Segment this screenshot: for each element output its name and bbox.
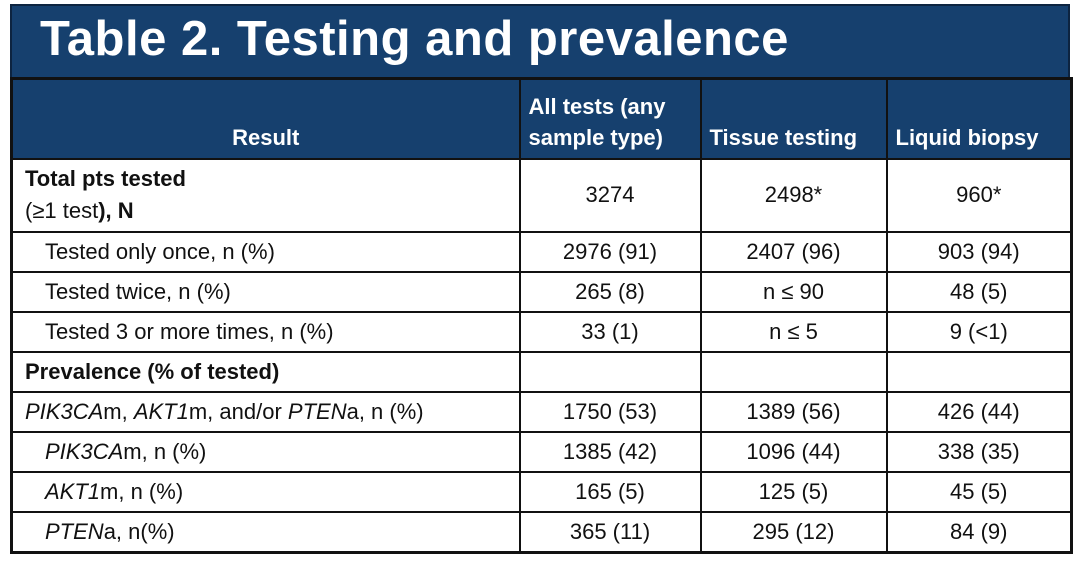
- row-label: AKT1m, n (%): [10, 470, 521, 513]
- cell-value: 1750 (53): [518, 390, 702, 433]
- row-label-segment: AKT1: [45, 478, 101, 504]
- row-label-segment: m, n (%): [100, 478, 184, 504]
- row-label-segment: Total pts tested: [25, 166, 186, 191]
- row-label-segment: a, n (%): [346, 398, 424, 424]
- cell-value: 365 (11): [518, 510, 702, 553]
- row-label-segment: m,: [103, 398, 134, 424]
- row-label: Tested only once, n (%): [10, 230, 521, 273]
- table-row: AKT1m, n (%) 165 (5) 125 (5) 45 (5): [10, 470, 1073, 513]
- cell-value: [518, 350, 702, 393]
- table-row: PIK3CAm, n (%) 1385 (42) 1096 (44) 338 (35): [10, 430, 1073, 473]
- cell-value: n ≤ 5: [699, 310, 888, 353]
- cell-value: 903 (94): [885, 230, 1073, 273]
- cell-value: 125 (5): [699, 470, 888, 513]
- cell-value: 265 (8): [518, 270, 702, 313]
- row-label-segment: Tested 3 or more times, n (%): [45, 318, 334, 344]
- cell-value: 45 (5): [885, 470, 1073, 513]
- row-label-segment: m, n (%): [123, 438, 207, 464]
- row-label-segment: PTEN: [45, 518, 104, 544]
- row-label: Prevalence (% of tested): [10, 350, 521, 393]
- row-label-segment: a, n(%): [103, 518, 175, 544]
- row-label-segment: Tested only once, n (%): [45, 238, 275, 264]
- cell-value: 2498*: [699, 157, 888, 233]
- cell-value: 3274: [518, 157, 702, 233]
- row-label: Tested twice, n (%): [10, 270, 521, 313]
- column-header-tissue-testing: Tissue testing: [699, 77, 888, 160]
- cell-value: 1385 (42): [518, 430, 702, 473]
- cell-value: 426 (44): [885, 390, 1073, 433]
- cell-value: 165 (5): [518, 470, 702, 513]
- cell-value: 1389 (56): [699, 390, 888, 433]
- cell-value: 84 (9): [885, 510, 1073, 553]
- row-label-segment: m, and/or: [188, 398, 288, 424]
- table-title-bar: Table 2. Testing and prevalence: [10, 4, 1070, 77]
- row-label-segment: PIK3CA: [25, 398, 104, 424]
- column-header-all-tests: All tests (any sample type): [518, 77, 702, 160]
- table-2-panel: Table 2. Testing and prevalence Result A…: [10, 4, 1073, 554]
- row-label: Tested 3 or more times, n (%): [10, 310, 521, 353]
- cell-value: [885, 350, 1073, 393]
- row-label-segment: Tested twice, n (%): [45, 278, 231, 304]
- cell-value: 295 (12): [699, 510, 888, 553]
- cell-value: 9 (<1): [885, 310, 1073, 353]
- cell-value: 338 (35): [885, 430, 1073, 473]
- row-label-segment: PIK3CA: [45, 438, 124, 464]
- row-label: Total pts tested (≥1 test), N: [10, 157, 521, 233]
- row-label-segment: Prevalence (% of tested): [25, 358, 280, 384]
- table-row: Prevalence (% of tested): [10, 350, 1073, 393]
- row-label: PIK3CAm, n (%): [10, 430, 521, 473]
- row-label: PTENa, n(%): [10, 510, 521, 553]
- testing-prevalence-table: Result All tests (any sample type) Tissu…: [10, 77, 1073, 554]
- cell-value: 33 (1): [518, 310, 702, 353]
- table-title: Table 2. Testing and prevalence: [40, 12, 789, 66]
- column-header-result: Result: [10, 77, 521, 160]
- cell-value: 48 (5): [885, 270, 1073, 313]
- header-row: Result All tests (any sample type) Tissu…: [10, 77, 1073, 160]
- row-label-segment: ), N: [98, 198, 134, 223]
- table-row: Total pts tested (≥1 test), N 3274 2498* 960…: [10, 157, 1073, 233]
- table-row: Tested twice, n (%) 265 (8) n ≤ 90 48 (5): [10, 270, 1073, 313]
- cell-value: 2407 (96): [699, 230, 888, 273]
- table-row: PIK3CAm, AKT1m, and/or PTENa, n (%) 1750 …: [10, 390, 1073, 433]
- row-label-segment: (≥1 test: [25, 198, 99, 223]
- cell-value: 1096 (44): [699, 430, 888, 473]
- table-row: PTENa, n(%) 365 (11) 295 (12) 84 (9): [10, 510, 1073, 553]
- table-body: Total pts tested (≥1 test), N 3274 2498* 960…: [10, 157, 1073, 553]
- cell-value: [699, 350, 888, 393]
- row-label: PIK3CAm, AKT1m, and/or PTENa, n (%): [10, 390, 521, 433]
- cell-value: n ≤ 90: [699, 270, 888, 313]
- cell-value: 960*: [885, 157, 1073, 233]
- cell-value: 2976 (91): [518, 230, 702, 273]
- row-label-segment: PTEN: [287, 398, 347, 424]
- column-header-liquid-biopsy: Liquid biopsy: [885, 77, 1073, 160]
- table-row: Tested 3 or more times, n (%) 33 (1) n ≤ 5…: [10, 310, 1073, 353]
- table-row: Tested only once, n (%) 2976 (91) 2407 (96…: [10, 230, 1073, 273]
- row-label-segment: AKT1: [133, 398, 189, 424]
